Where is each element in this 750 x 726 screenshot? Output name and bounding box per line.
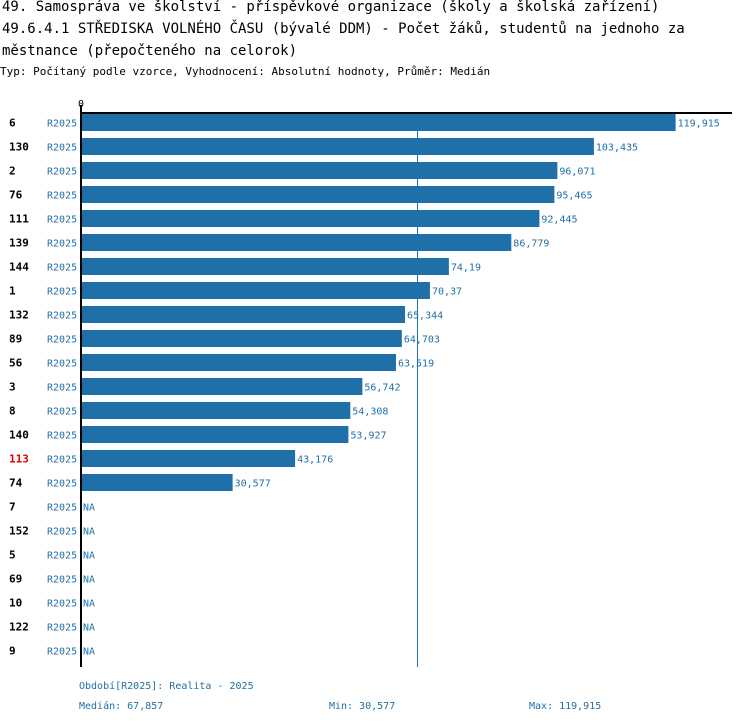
value-label: 53,927 xyxy=(350,431,386,442)
value-label: NA xyxy=(83,575,95,586)
footer-max: Max: 119,915 xyxy=(529,701,602,712)
value-label: NA xyxy=(83,647,95,658)
series-label: R2025 xyxy=(47,239,77,250)
bar xyxy=(81,426,349,443)
series-label: R2025 xyxy=(47,167,77,178)
value-label: 86,779 xyxy=(513,239,549,250)
chart-title-line-1: 49. Samospráva ve školství - příspěvkové… xyxy=(2,0,660,15)
category-label: 7 xyxy=(9,501,16,514)
category-label: 113 xyxy=(9,453,29,466)
series-label: R2025 xyxy=(47,479,77,490)
value-label: 74,19 xyxy=(451,263,481,274)
series-label: R2025 xyxy=(47,575,77,586)
bar xyxy=(81,162,558,179)
value-label: 63,519 xyxy=(398,359,434,370)
bar xyxy=(81,378,363,395)
value-label: 95,465 xyxy=(556,191,592,202)
category-label: 1 xyxy=(9,285,16,298)
series-label: R2025 xyxy=(47,311,77,322)
value-label: 119,915 xyxy=(678,119,720,130)
series-label: R2025 xyxy=(47,263,77,274)
footer-min: Min: 30,577 xyxy=(329,701,396,712)
bar xyxy=(81,474,233,491)
bar xyxy=(81,354,396,371)
category-label: 5 xyxy=(9,549,16,562)
bar xyxy=(81,330,402,347)
bar xyxy=(81,450,296,467)
series-label: R2025 xyxy=(47,287,77,298)
value-label: NA xyxy=(83,503,95,514)
series-label: R2025 xyxy=(47,359,77,370)
value-label: 56,742 xyxy=(364,383,400,394)
series-label: R2025 xyxy=(47,215,77,226)
category-label: 10 xyxy=(9,597,22,610)
category-label: 122 xyxy=(9,621,29,634)
category-label: 8 xyxy=(9,405,16,418)
bar xyxy=(81,186,555,203)
series-label: R2025 xyxy=(47,647,77,658)
series-label: R2025 xyxy=(47,335,77,346)
series-label: R2025 xyxy=(47,191,77,202)
series-label: R2025 xyxy=(47,407,77,418)
value-label: NA xyxy=(83,527,95,538)
bar xyxy=(81,402,351,419)
series-label: R2025 xyxy=(47,623,77,634)
value-label: NA xyxy=(83,599,95,610)
category-label: 69 xyxy=(9,573,22,586)
bar xyxy=(81,282,430,299)
bar xyxy=(81,234,512,251)
series-label: R2025 xyxy=(47,431,77,442)
value-label: 65,344 xyxy=(407,311,443,322)
value-label: NA xyxy=(83,623,95,634)
bar xyxy=(81,114,676,131)
footer-period: Období[R2025]: Realita - 2025 xyxy=(79,681,254,692)
bar xyxy=(81,210,540,227)
series-label: R2025 xyxy=(47,119,77,130)
axis-zero-label: 0 xyxy=(78,99,84,110)
value-label: 64,703 xyxy=(404,335,440,346)
value-label: 70,37 xyxy=(432,287,462,298)
bar-chart: 0 6 R2025 119,915 130 R2025 103,435 2 R2025 96,07… xyxy=(9,99,732,667)
value-label: NA xyxy=(83,551,95,562)
value-label: 30,577 xyxy=(235,479,271,490)
category-label: 6 xyxy=(9,117,16,130)
bar xyxy=(81,258,449,275)
category-label: 144 xyxy=(9,261,29,274)
series-label: R2025 xyxy=(47,599,77,610)
category-label: 140 xyxy=(9,429,29,442)
value-label: 103,435 xyxy=(596,143,638,154)
category-label: 3 xyxy=(9,381,16,394)
category-label: 89 xyxy=(9,333,22,346)
category-label: 9 xyxy=(9,645,16,658)
bar xyxy=(81,138,594,155)
footer-median: Medián: 67,857 xyxy=(79,701,164,712)
bar xyxy=(81,306,406,323)
category-label: 130 xyxy=(9,141,29,154)
series-label: R2025 xyxy=(47,383,77,394)
category-label: 76 xyxy=(9,189,23,202)
value-label: 54,308 xyxy=(352,407,388,418)
value-label: 43,176 xyxy=(297,455,333,466)
category-label: 56 xyxy=(9,357,23,370)
chart-title-line-3: městnance (přepočteného na celorok) xyxy=(2,43,298,59)
category-label: 111 xyxy=(9,213,29,226)
category-label: 74 xyxy=(9,477,23,490)
series-label: R2025 xyxy=(47,551,77,562)
series-label: R2025 xyxy=(47,143,77,154)
value-label: 92,445 xyxy=(541,215,577,226)
category-label: 2 xyxy=(9,165,16,178)
series-label: R2025 xyxy=(47,455,77,466)
category-label: 139 xyxy=(9,237,29,250)
series-label: R2025 xyxy=(47,527,77,538)
category-label: 132 xyxy=(9,309,29,322)
series-label: R2025 xyxy=(47,503,77,514)
value-label: 96,071 xyxy=(559,167,595,178)
chart-subtitle: Typ: Počítaný podle vzorce, Vyhodnocení:… xyxy=(0,65,491,78)
chart-title-line-2: 49.6.4.1 STŘEDISKA VOLNÉHO ČASU (bývalé … xyxy=(2,21,685,37)
category-label: 152 xyxy=(9,525,29,538)
